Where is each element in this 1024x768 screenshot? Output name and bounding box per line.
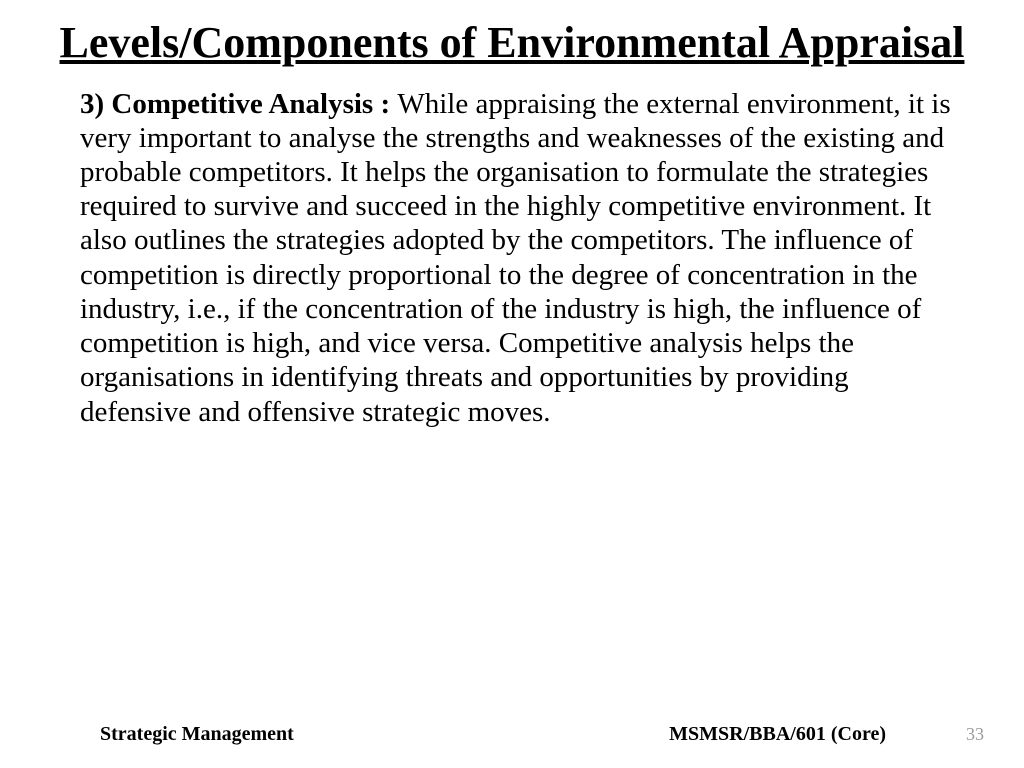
slide-body: 3) Competitive Analysis : While appraisi… [30, 87, 994, 429]
footer-left: Strategic Management [100, 723, 294, 746]
body-text: While appraising the external environmen… [80, 88, 951, 428]
slide: Levels/Components of Environmental Appra… [0, 0, 1024, 768]
body-lead: 3) Competitive Analysis : [80, 88, 397, 120]
slide-footer: Strategic Management MSMSR/BBA/601 (Core… [0, 723, 1024, 746]
body-paragraph: 3) Competitive Analysis : While appraisi… [80, 87, 964, 429]
page-number: 33 [966, 724, 984, 745]
footer-right: MSMSR/BBA/601 (Core) [669, 723, 886, 746]
slide-title: Levels/Components of Environmental Appra… [30, 18, 994, 69]
